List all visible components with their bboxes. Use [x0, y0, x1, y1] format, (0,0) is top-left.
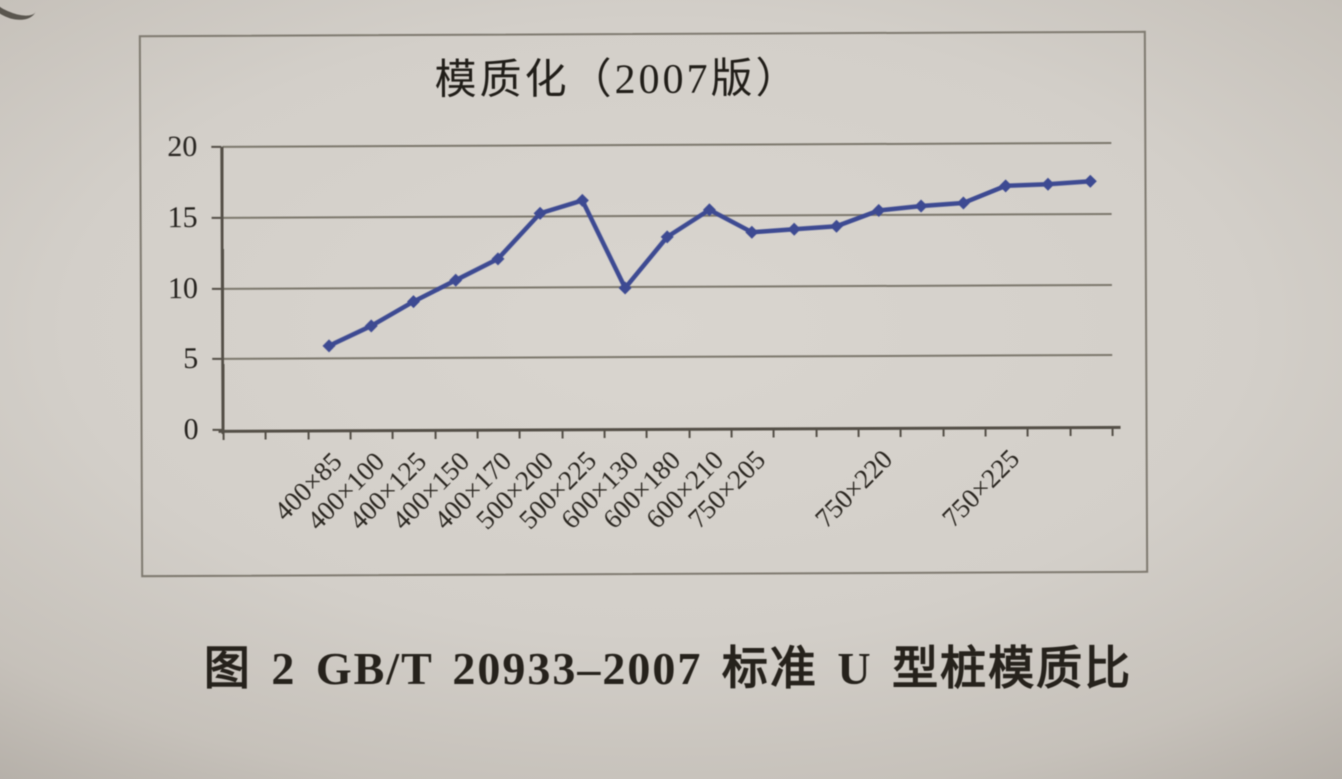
data-point-marker [491, 252, 505, 266]
data-point-marker [406, 295, 420, 309]
chart-plot-area: 0 5 10 15 20 400×85 400×100 400×125 400×150 400×1… [141, 33, 1146, 575]
data-point-marker [1083, 174, 1097, 188]
line-series-layer [322, 174, 1097, 353]
data-point-marker [449, 273, 463, 287]
data-point-marker [956, 196, 970, 210]
chart-panel: 模质化（2007版） 0 5 10 15 20 400×85 400×100 400×125 4… [138, 30, 1149, 578]
data-point-marker [829, 219, 843, 233]
data-point-marker [322, 339, 336, 353]
data-point-marker [1041, 177, 1055, 191]
data-point-marker [660, 230, 674, 244]
data-point-marker [914, 199, 928, 213]
data-point-marker [575, 193, 589, 207]
data-point-marker [787, 222, 801, 236]
data-point-marker [872, 203, 886, 217]
data-point-marker [364, 319, 378, 333]
data-point-marker [702, 203, 716, 217]
figure-caption: 图 2 GB/T 20933–2007 标准 U 型桩模质比 [203, 643, 1133, 694]
data-point-marker [999, 179, 1013, 193]
data-point-marker [745, 225, 759, 239]
data-point-marker [533, 206, 547, 220]
data-point-marker [618, 281, 632, 295]
paper-corner-mark [0, 0, 43, 28]
